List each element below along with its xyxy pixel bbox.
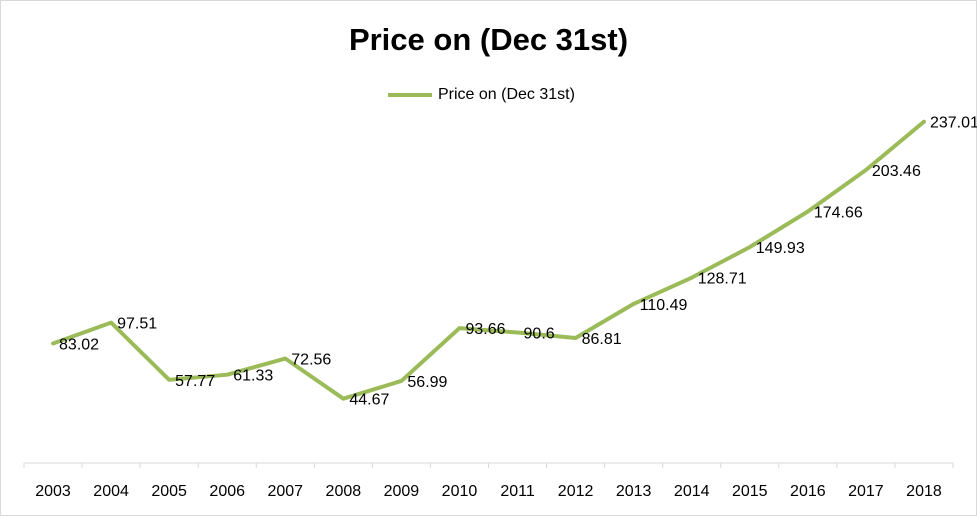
data-label: 86.81 <box>582 331 622 348</box>
x-tick-label: 2018 <box>906 483 942 500</box>
series-line <box>51 119 926 401</box>
x-tick-label: 2010 <box>442 483 478 500</box>
data-label: 237.01 <box>930 115 977 132</box>
data-label: 56.99 <box>407 374 447 391</box>
x-tick-label: 2003 <box>35 483 71 500</box>
data-label: 110.49 <box>640 297 688 314</box>
legend-label: Price on (Dec 31st) <box>438 86 575 103</box>
x-axis-ticks <box>23 463 954 468</box>
data-label: 72.56 <box>291 352 331 369</box>
data-label: 83.02 <box>59 336 99 353</box>
data-labels: 83.02 97.51 57.77 61.33 72.56 44.67 56.99 93.66… <box>59 115 977 409</box>
x-tick-label: 2011 <box>500 483 535 500</box>
x-tick-label: 2017 <box>848 483 884 500</box>
x-tick-label: 2009 <box>384 483 420 500</box>
chart-title: Price on (Dec 31st) <box>348 22 629 57</box>
x-tick-label: 2007 <box>267 483 303 500</box>
legend-swatch <box>388 93 432 97</box>
x-axis-labels: 2003 2004 2005 2006 2007 2008 2009 2010 2011 2012… <box>35 483 942 500</box>
x-tick-label: 2016 <box>790 483 826 500</box>
x-tick-label: 2004 <box>93 483 129 500</box>
x-tick-label: 2008 <box>326 483 362 500</box>
data-label: 57.77 <box>175 373 215 390</box>
x-tick-label: 2006 <box>209 483 245 500</box>
x-tick-label: 2012 <box>558 483 594 500</box>
x-tick-label: 2015 <box>732 483 768 500</box>
data-label: 203.46 <box>872 163 921 180</box>
data-label: 44.67 <box>349 392 389 409</box>
data-label: 128.71 <box>698 271 747 288</box>
data-label: 174.66 <box>814 204 863 221</box>
data-label: 149.93 <box>756 240 805 257</box>
data-label: 97.51 <box>117 316 157 333</box>
data-label: 90.6 <box>524 326 555 343</box>
data-label: 93.66 <box>465 321 505 338</box>
x-tick-label: 2014 <box>674 483 710 500</box>
x-tick-label: 2005 <box>151 483 187 500</box>
legend: Price on (Dec 31st) <box>388 86 575 104</box>
data-label: 61.33 <box>233 368 273 385</box>
x-tick-label: 2013 <box>616 483 652 500</box>
